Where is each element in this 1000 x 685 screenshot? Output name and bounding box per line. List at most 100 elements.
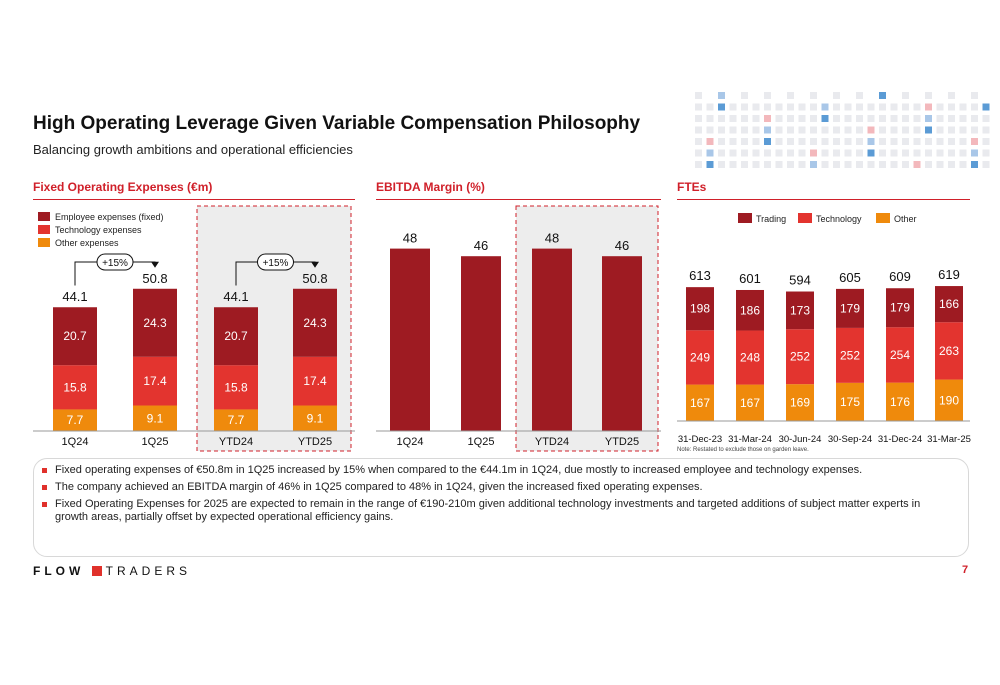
grid-tile [936, 149, 944, 157]
grid-tile [982, 149, 990, 157]
bullet-item: Fixed Operating Expenses for 2025 are ex… [42, 498, 952, 524]
grid-tile [695, 92, 702, 99]
grid-tile [902, 115, 909, 122]
grid-tile [775, 103, 783, 111]
total-label: 613 [689, 268, 711, 283]
grid-tile [971, 149, 978, 157]
grid-tile [879, 126, 886, 134]
total-label: 44.1 [62, 289, 87, 304]
data-label: 249 [690, 350, 710, 364]
grid-tile [752, 161, 760, 168]
grid-tile [775, 126, 783, 134]
grid-tile [821, 149, 829, 157]
grid-tile [695, 138, 702, 145]
bullet-marker-icon [42, 502, 47, 507]
x-tick-label: YTD24 [535, 436, 569, 448]
bar [602, 256, 642, 431]
data-label: 24.3 [303, 316, 327, 330]
grid-tile [741, 115, 748, 122]
grid-tile [775, 115, 783, 122]
grid-tile [787, 126, 794, 134]
data-label: 167 [740, 396, 760, 410]
data-label: 176 [890, 395, 910, 409]
x-tick-label: 1Q25 [468, 436, 495, 448]
grid-tile [856, 92, 863, 99]
total-label: 619 [938, 267, 960, 282]
grid-tile [729, 126, 737, 134]
legend-swatch [876, 213, 890, 223]
x-tick-label: YTD24 [219, 436, 253, 448]
bar-segment [786, 291, 814, 330]
grid-tile [971, 161, 978, 168]
grid-tile [913, 126, 921, 134]
grid-tile [879, 115, 886, 122]
data-label: 48 [545, 231, 559, 246]
data-label: 179 [890, 301, 910, 315]
grid-tile [902, 138, 909, 145]
grid-tile [902, 126, 909, 134]
total-label: 601 [739, 271, 761, 286]
grid-tile [856, 115, 863, 122]
grid-tile [775, 138, 783, 145]
page-number: 7 [962, 564, 969, 576]
grid-tile [844, 149, 852, 157]
x-tick-label: 31-Mar-25 [927, 434, 971, 445]
bar-segment [133, 356, 177, 406]
logo-square-icon [91, 566, 102, 576]
x-tick-label: YTD25 [298, 436, 332, 448]
grid-tile [982, 126, 990, 134]
bar-segment [53, 365, 97, 410]
data-label: 190 [939, 393, 959, 407]
grid-tile [867, 138, 875, 145]
bullet-text: Fixed operating expenses of €50.8m in 1Q… [55, 464, 863, 476]
grid-tile [959, 149, 967, 157]
growth-badge [257, 253, 294, 271]
grid-tile [741, 126, 748, 134]
grid-tile [902, 161, 909, 168]
grid-tile [718, 126, 725, 134]
grid-tile [729, 149, 737, 157]
grid-tile [948, 103, 955, 111]
data-label: 17.4 [303, 374, 327, 388]
bar-segment [686, 287, 714, 331]
grid-tile [729, 115, 737, 122]
grid-tile [706, 126, 714, 134]
x-tick-label: 31-Dec-24 [878, 434, 922, 445]
grid-tile [925, 126, 932, 134]
total-label: 44.1 [223, 289, 248, 304]
bullet-text: The company achieved an EBITDA margin of… [55, 481, 703, 493]
data-label: 46 [615, 238, 629, 253]
grid-tile [695, 126, 702, 134]
grid-tile [913, 103, 921, 111]
bar-segment [293, 288, 337, 357]
grid-tile [833, 115, 840, 122]
grid-tile [844, 138, 852, 145]
grid-tile [971, 138, 978, 145]
grid-tile [798, 138, 806, 145]
grid-tile [844, 161, 852, 168]
data-label: 48 [403, 231, 417, 246]
grid-tile [752, 115, 760, 122]
bar [461, 256, 501, 431]
data-label: 167 [690, 396, 710, 410]
growth-badge [96, 253, 134, 271]
grid-tile [902, 92, 909, 99]
grid-tile [948, 149, 955, 157]
bar-segment [736, 289, 764, 331]
x-tick-label: 30-Jun-24 [779, 434, 822, 445]
grid-tile [764, 138, 771, 145]
data-label: 186 [740, 303, 760, 317]
grid-tile [787, 138, 794, 145]
grid-tile [879, 138, 886, 145]
grid-tile [729, 103, 737, 111]
total-label: 605 [839, 270, 861, 285]
x-tick-label: 30-Sep-24 [828, 434, 872, 445]
grid-tile [867, 126, 875, 134]
grid-tile [902, 103, 909, 111]
grid-tile [775, 161, 783, 168]
bar-segment [133, 405, 177, 431]
grid-tile [787, 92, 794, 99]
grid-tile [844, 103, 852, 111]
grid-tile [764, 149, 771, 157]
data-label: 169 [790, 396, 810, 410]
